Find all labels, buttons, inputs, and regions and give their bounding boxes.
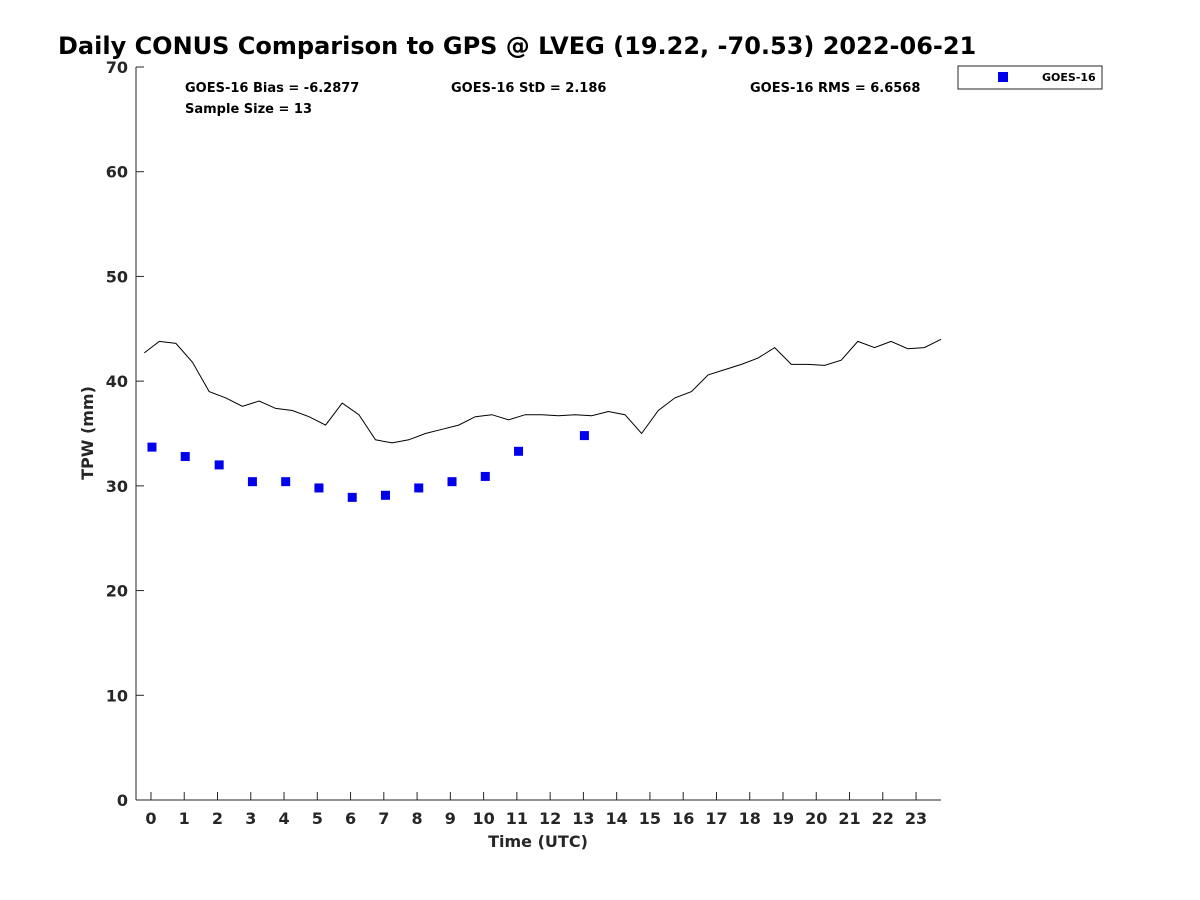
x-tick-label: 0 (145, 809, 156, 828)
x-tick-label: 6 (345, 809, 356, 828)
x-tick-label: 17 (705, 809, 727, 828)
x-tick-label: 23 (905, 809, 927, 828)
x-tick-label: 13 (572, 809, 594, 828)
y-tick-label: 0 (117, 791, 128, 810)
x-tick-label: 2 (212, 809, 223, 828)
sample-size-stat: Sample Size = 13 (185, 102, 312, 117)
y-tick-label: 10 (106, 686, 128, 705)
legend: GOES-16 (957, 65, 1103, 90)
goes16-point (447, 477, 457, 487)
goes16-point (147, 442, 157, 452)
x-tick-label: 21 (838, 809, 860, 828)
x-tick-label: 12 (539, 809, 561, 828)
x-tick-label: 10 (472, 809, 494, 828)
legend-marker-goes16 (998, 72, 1008, 82)
x-axis-ticks: 0 1 2 3 4 5 6 7 8 9 10 11 12 13 14 15 16 17 18 19 20 21 22 23 (145, 792, 927, 828)
legend-label-goes16: GOES-16 (1042, 71, 1096, 84)
series-layer (143, 338, 942, 502)
goes16-point (314, 483, 324, 493)
bias-stat: GOES-16 Bias = -6.2877 (185, 81, 359, 96)
y-tick-label: 30 (106, 477, 128, 496)
goes16-point (281, 477, 291, 487)
y-axis-label: TPW (mm) (78, 386, 97, 480)
y-tick-label: 40 (106, 372, 128, 391)
goes16-point (347, 492, 357, 502)
goes16-point (514, 446, 524, 456)
y-tick-label: 70 (106, 58, 128, 77)
x-tick-label: 14 (606, 809, 628, 828)
x-axis-label: Time (UTC) (488, 832, 588, 851)
y-tick-label: 50 (106, 267, 128, 286)
x-tick-label: 16 (672, 809, 694, 828)
x-tick-label: 19 (772, 809, 794, 828)
goes16-point (380, 490, 390, 500)
x-tick-label: 11 (506, 809, 528, 828)
goes16-point (579, 431, 589, 441)
goes16-point (414, 483, 424, 493)
goes16-point (214, 460, 224, 470)
x-tick-label: 9 (445, 809, 456, 828)
legend-box (957, 65, 1103, 90)
x-tick-label: 18 (739, 809, 761, 828)
x-tick-label: 4 (278, 809, 289, 828)
x-tick-label: 7 (378, 809, 389, 828)
x-tick-label: 5 (312, 809, 323, 828)
goes16-point (480, 471, 490, 481)
x-tick-label: 1 (179, 809, 190, 828)
goes16-point (180, 452, 190, 462)
std-stat: GOES-16 StD = 2.186 (451, 81, 606, 96)
x-tick-label: 15 (639, 809, 661, 828)
x-tick-label: 3 (245, 809, 256, 828)
x-tick-label: 22 (872, 809, 894, 828)
x-tick-label: 20 (805, 809, 827, 828)
goes16-point (247, 477, 257, 487)
gps-tpw-line (143, 338, 942, 444)
x-tick-label: 8 (412, 809, 423, 828)
y-tick-label: 20 (106, 582, 128, 601)
rms-stat: GOES-16 RMS = 6.6568 (750, 81, 920, 96)
y-tick-label: 60 (106, 163, 128, 182)
y-axis-ticks: 0 10 20 30 40 50 60 70 (106, 58, 144, 810)
chart-title: Daily CONUS Comparison to GPS @ LVEG (19… (58, 32, 976, 60)
